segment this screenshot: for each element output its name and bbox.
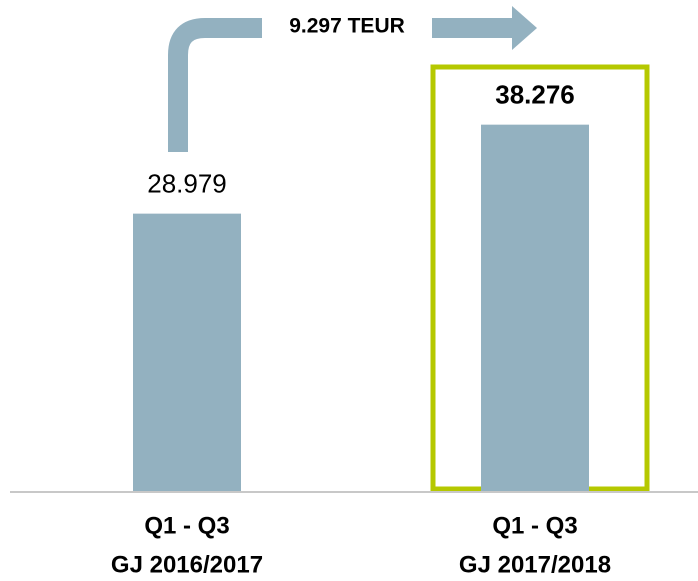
annotation: 9.297 TEUR: [289, 15, 405, 38]
annotation-bg: [262, 8, 432, 44]
x-tick-label: Q1 - Q3: [492, 512, 577, 539]
bar: [481, 124, 589, 491]
value-label: 28.979: [147, 169, 227, 199]
x-tick-label: GJ 2016/2017: [111, 551, 263, 578]
x-tick-label: Q1 - Q3: [144, 512, 229, 539]
arrow-head: [512, 6, 537, 50]
change-arrow: [168, 18, 515, 152]
value-label: 38.276: [495, 80, 575, 110]
bar: [133, 213, 241, 491]
x-tick-label: GJ 2017/2018: [459, 551, 611, 578]
